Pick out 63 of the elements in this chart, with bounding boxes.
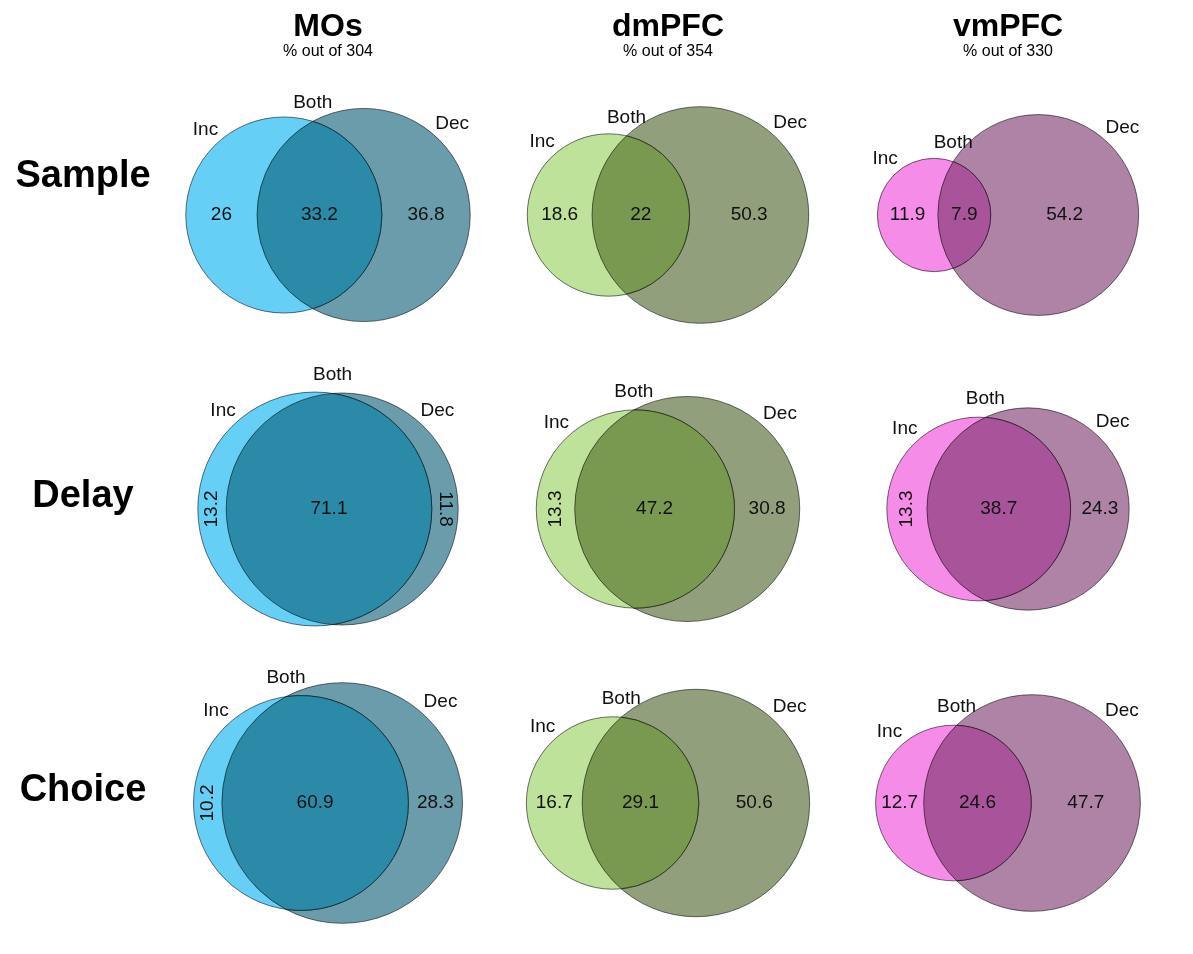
category-label: Inc xyxy=(543,411,569,433)
data-label: 50.3 xyxy=(730,203,768,225)
text: Choice xyxy=(18,766,148,810)
data-label: 26 xyxy=(210,203,232,225)
data-label: 18.6 xyxy=(541,203,579,225)
text: % out of 330 xyxy=(962,42,1054,60)
category-label: Both xyxy=(293,91,333,113)
category-label: Dec xyxy=(435,112,470,134)
category-label: Inc xyxy=(210,398,236,420)
category-label: Dec xyxy=(1095,409,1130,431)
category-label: Inc xyxy=(192,118,219,140)
category-label: Both xyxy=(266,666,306,688)
category-label: Inc xyxy=(203,699,229,721)
data-label: 50.6 xyxy=(735,791,773,813)
category-label: Inc xyxy=(529,130,555,152)
data-label: 13.3 xyxy=(895,490,917,528)
category-label: Both xyxy=(937,694,977,716)
data-label: 11.8 xyxy=(435,491,457,527)
text: dmPFC xyxy=(611,7,725,43)
category-label: Dec xyxy=(1104,698,1139,720)
data-label: 36.8 xyxy=(407,203,445,225)
category-label: Both xyxy=(313,363,353,385)
data-label: 12.7 xyxy=(881,791,919,813)
category-label: Inc xyxy=(892,416,918,438)
text: Sample xyxy=(14,152,152,196)
data-label: 33.2 xyxy=(300,203,338,225)
text: MOs xyxy=(292,7,364,43)
category-label: Dec xyxy=(1105,116,1140,138)
data-label: 13.3 xyxy=(543,490,565,528)
data-label: 54.2 xyxy=(1046,203,1084,225)
category-label: Dec xyxy=(773,110,808,132)
data-label: 38.7 xyxy=(980,497,1018,519)
data-label: 11.9 xyxy=(889,203,926,225)
category-label: Inc xyxy=(876,720,903,742)
data-label: 24.3 xyxy=(1081,497,1119,519)
category-label: Dec xyxy=(763,401,797,423)
data-label: 29.1 xyxy=(621,791,659,813)
category-label: Dec xyxy=(772,694,807,716)
category-label: Inc xyxy=(872,147,898,169)
data-label: 24.6 xyxy=(958,791,996,813)
category-label: Dec xyxy=(423,690,458,712)
data-label: 28.3 xyxy=(416,791,454,813)
data-label: 60.9 xyxy=(296,791,334,813)
data-label: 30.8 xyxy=(748,497,786,519)
category-label: Both xyxy=(965,387,1005,409)
text: % out of 354 xyxy=(622,42,714,60)
data-label: 16.7 xyxy=(535,791,573,813)
data-label: 7.9 xyxy=(951,203,978,225)
category-label: Both xyxy=(601,686,641,708)
data-label: 13.2 xyxy=(200,490,222,528)
text: % out of 304 xyxy=(282,42,374,60)
data-label: 10.2 xyxy=(195,784,217,822)
category-label: Both xyxy=(614,379,654,401)
data-label: 22 xyxy=(630,203,652,225)
text: Delay xyxy=(31,472,135,516)
category-label: Dec xyxy=(420,399,455,421)
category-label: Both xyxy=(933,131,973,153)
data-label: 71.1 xyxy=(310,497,348,519)
data-label: 47.7 xyxy=(1067,791,1105,813)
data-label: 47.2 xyxy=(636,497,674,519)
text: vmPFC xyxy=(951,7,1065,43)
category-label: Inc xyxy=(530,714,556,736)
category-label: Both xyxy=(606,105,646,127)
